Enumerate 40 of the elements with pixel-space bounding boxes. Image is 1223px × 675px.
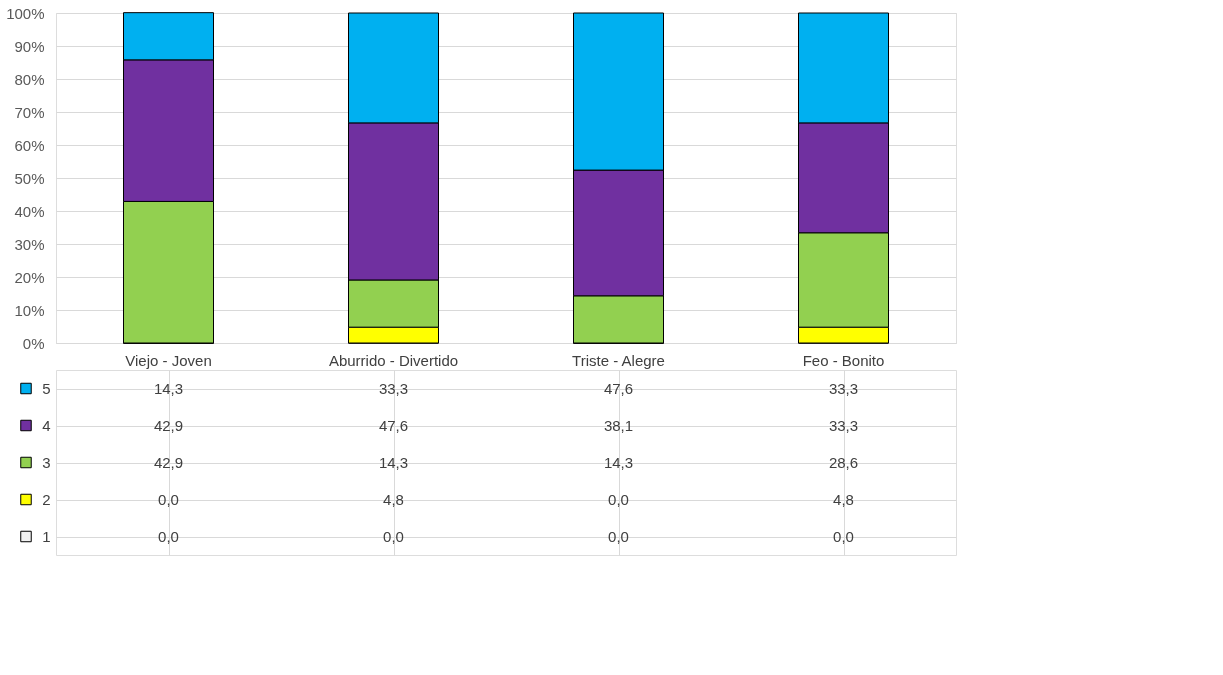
data-label: 47,6 bbox=[378, 416, 409, 434]
x-tick-label: Triste - Alegre bbox=[572, 351, 665, 369]
data-label: 38,1 bbox=[603, 416, 634, 434]
y-tick-label: 20% bbox=[14, 268, 45, 286]
data-label: 33,3 bbox=[378, 379, 409, 397]
y-tick-label: 60% bbox=[14, 136, 45, 154]
x-tick-label: Feo - Bonito bbox=[802, 351, 885, 369]
data-label: 33,3 bbox=[828, 379, 859, 397]
y-tick-label: 80% bbox=[14, 70, 45, 88]
legend-label: 2 bbox=[42, 491, 51, 508]
legend-label: 4 bbox=[42, 417, 51, 434]
y-tick-label: 0% bbox=[22, 334, 45, 352]
data-label: 28,6 bbox=[828, 453, 859, 471]
data-label: 14,3 bbox=[153, 379, 184, 397]
data-label: 0,0 bbox=[158, 527, 179, 545]
y-tick-label: 10% bbox=[14, 301, 45, 319]
data-label: 4,8 bbox=[833, 490, 854, 508]
data-label: 0,0 bbox=[608, 490, 629, 508]
legend-label: 1 bbox=[42, 528, 51, 545]
data-label: 0,0 bbox=[833, 527, 854, 545]
data-label: 0,0 bbox=[158, 490, 179, 508]
x-tick-label: Viejo - Joven bbox=[125, 351, 212, 369]
data-label: 33,3 bbox=[828, 416, 859, 434]
data-label: 14,3 bbox=[603, 453, 634, 471]
x-tick-label: Aburrido - Divertido bbox=[328, 351, 459, 369]
legend-label: 5 bbox=[42, 380, 51, 397]
data-label: 47,6 bbox=[603, 379, 634, 397]
data-label: 0,0 bbox=[383, 527, 404, 545]
data-label: 14,3 bbox=[378, 453, 409, 471]
data-label: 4,8 bbox=[383, 490, 404, 508]
data-label: 0,0 bbox=[608, 527, 629, 545]
y-tick-label: 90% bbox=[14, 37, 45, 55]
y-tick-label: 100% bbox=[6, 4, 45, 22]
y-tick-label: 70% bbox=[14, 103, 45, 121]
legend-label: 3 bbox=[42, 454, 51, 471]
y-tick-label: 40% bbox=[14, 202, 45, 220]
data-label: 42,9 bbox=[153, 416, 184, 434]
y-tick-label: 50% bbox=[14, 169, 45, 187]
data-label: 42,9 bbox=[153, 453, 184, 471]
y-tick-label: 30% bbox=[14, 235, 45, 253]
